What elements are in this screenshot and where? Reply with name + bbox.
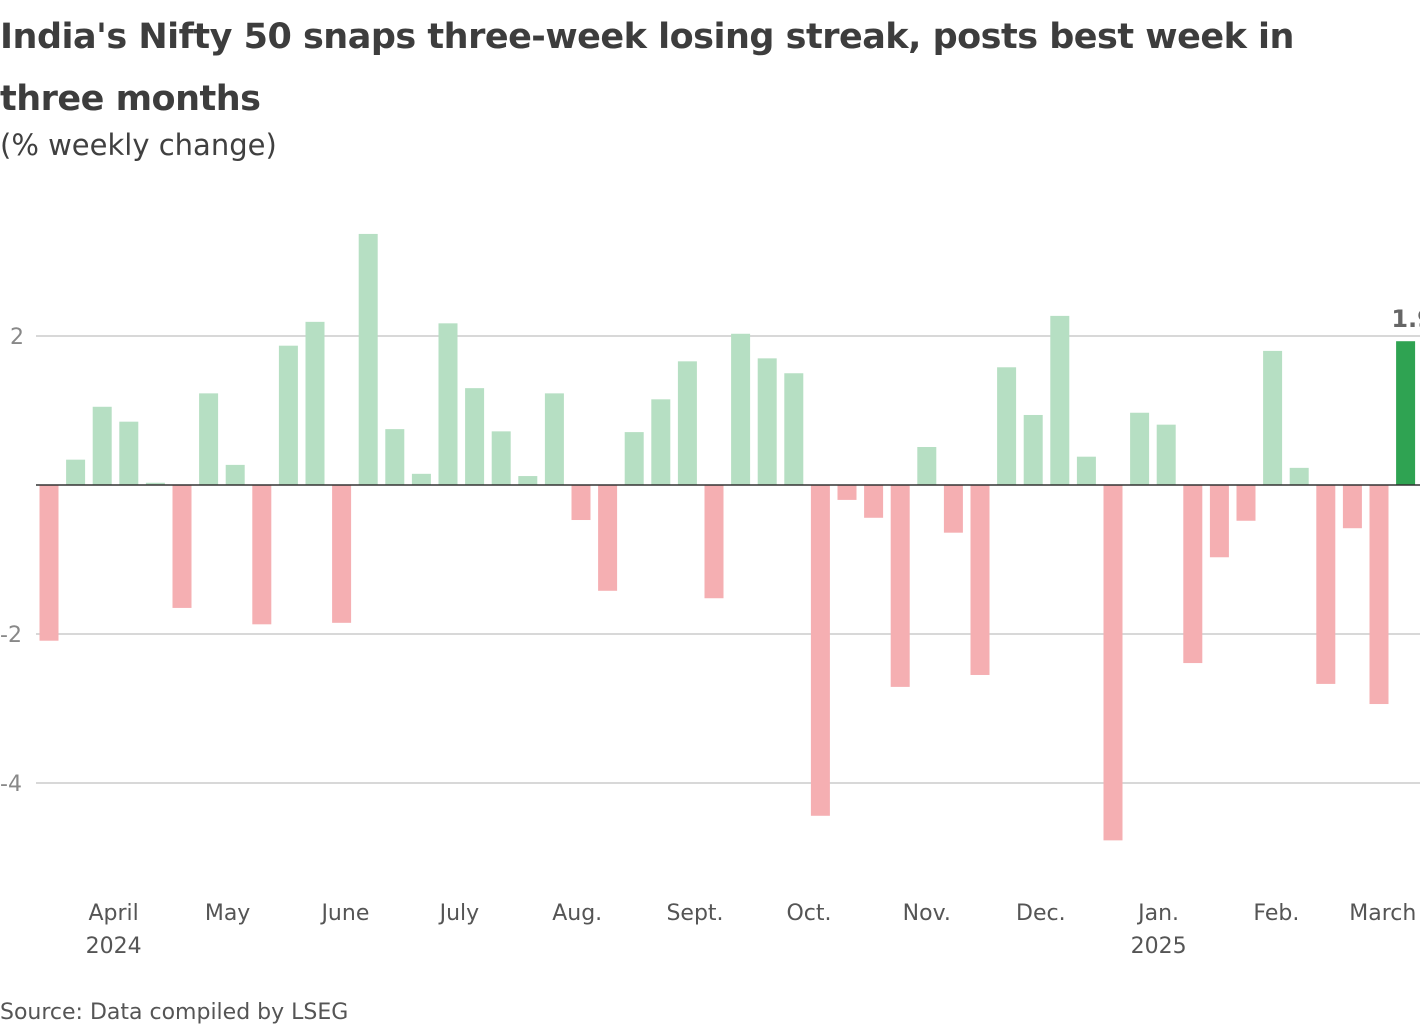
bar [225,464,245,485]
bar [890,485,910,687]
chart-title: India's Nifty 50 snaps three-week losing… [0,17,1294,119]
bar [1342,485,1362,529]
bar [278,345,298,485]
bar [571,485,591,521]
x-tick-label: Nov. [903,901,951,926]
x-tick-label: Aug. [552,901,602,926]
x-tick-label: July [438,901,480,926]
bar [39,485,59,641]
x-tick-label: June [319,901,369,926]
bar [305,321,325,485]
x-tick-label: Oct. [786,901,831,926]
bar [172,485,192,608]
bar [837,485,857,500]
bar [1263,350,1283,485]
bar [252,485,272,625]
bar [598,485,618,591]
bar [92,406,112,485]
bar [1236,485,1256,521]
bar [544,393,564,485]
bar [199,393,219,485]
bar [1156,424,1176,485]
bar [864,485,884,518]
bar [1209,485,1229,558]
bar [411,473,431,485]
bar [917,447,937,485]
bar [1316,485,1336,684]
bar [704,485,724,599]
bar-chart: 2 -2 -4 1.9 April 2024 May June July Aug. Sept. Oct… [0,233,1420,959]
data-label: 1.9 [1391,305,1420,333]
bar [1396,341,1416,485]
bar [651,399,671,485]
x-year-label: 2025 [1131,934,1187,959]
x-tick-label: Feb. [1253,901,1299,926]
bar [491,431,511,485]
bar [757,358,777,485]
source-note: Source: Data compiled by LSEG [0,1000,349,1025]
bar [518,476,538,485]
bar [358,233,378,485]
bar [784,373,804,485]
bar [438,323,458,485]
x-tick-label: Sept. [666,901,723,926]
bar [1369,485,1389,705]
bar [332,485,352,623]
bar [624,432,644,485]
bar [1103,485,1123,841]
bar [1023,414,1043,485]
bar [1050,315,1070,485]
bar [677,361,697,485]
bar [385,429,405,485]
x-tick-label: Dec. [1016,901,1066,926]
x-tick-label: Jan. [1136,901,1179,926]
chart-subtitle: (% weekly change) [0,128,277,162]
bar [119,421,139,485]
bar [145,482,165,485]
bar [810,485,830,816]
y-tick-label: -4 [0,772,22,797]
bar [1130,412,1150,485]
bar [1289,467,1309,485]
bar [66,459,86,485]
bar [465,388,485,485]
y-tick-label: 2 [10,325,24,350]
y-tick-label: -2 [0,623,22,648]
x-tick-label: May [205,901,250,926]
bar [997,367,1017,485]
x-tick-label: April [88,901,138,926]
x-year-label: 2024 [86,934,142,959]
x-tick-label: March [1349,901,1416,926]
bar [943,485,963,533]
bar [970,485,990,675]
bar [731,333,751,485]
bar [1076,456,1096,485]
bar [1183,485,1203,664]
